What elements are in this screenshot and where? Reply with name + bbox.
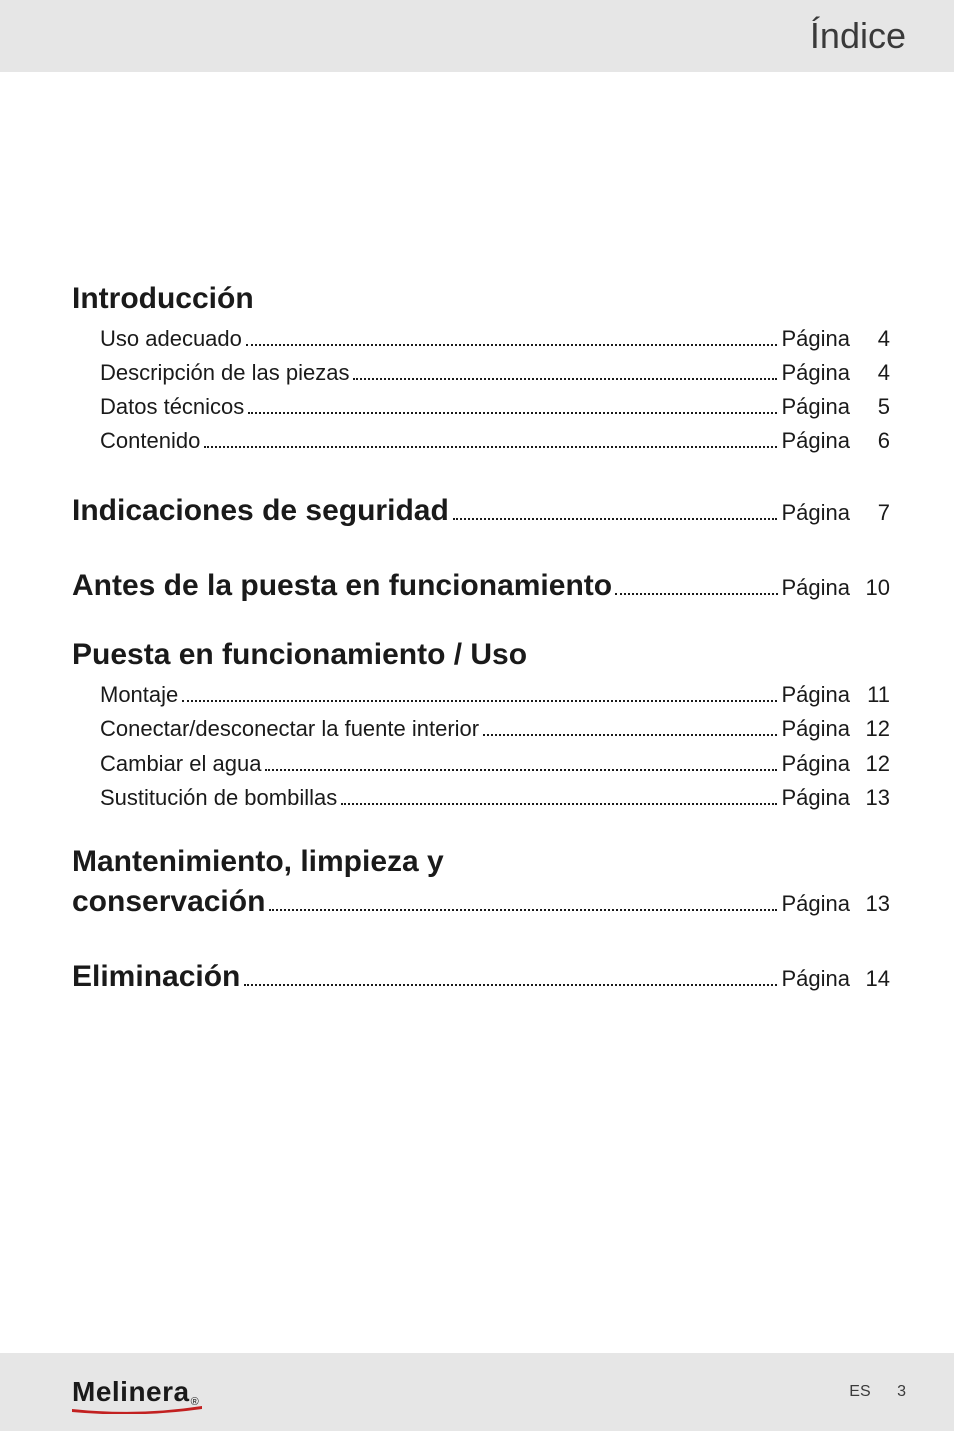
section-heading: Antes de la puesta en funcionamiento — [72, 563, 612, 608]
toc-page-word: Página — [781, 962, 850, 995]
toc-label: Sustitución de bombillas — [100, 781, 337, 815]
toc-label: Montaje — [100, 678, 178, 712]
section-heading: Mantenimiento, limpieza y — [72, 845, 890, 879]
toc-page-word: Página — [781, 712, 850, 746]
toc-label: Datos técnicos — [100, 390, 244, 424]
toc-page-num: 4 — [856, 322, 890, 356]
toc-line: Datos técnicos Página 5 — [72, 390, 890, 424]
toc-dots — [244, 984, 777, 986]
toc-page-num: 5 — [856, 390, 890, 424]
toc-dots — [182, 700, 777, 702]
brand-logo: Melinera® — [72, 1376, 199, 1408]
toc-dots — [353, 378, 777, 380]
toc-label: Cambiar el agua — [100, 747, 261, 781]
section-heading: Introducción — [72, 282, 890, 316]
toc-page-word: Página — [781, 747, 850, 781]
toc-page-word: Página — [781, 390, 850, 424]
toc-page-num: 13 — [856, 887, 890, 920]
footer-page-info: ES 3 — [849, 1383, 906, 1401]
toc-line: Sustitución de bombillas Página 13 — [72, 781, 890, 815]
toc-label: Descripción de las piezas — [100, 356, 349, 390]
toc-line: Eliminación Página 14 — [72, 954, 890, 999]
section-heading: Puesta en funcionamiento / Uso — [72, 638, 890, 672]
toc-line: Conectar/desconectar la fuente interior … — [72, 712, 890, 746]
toc-section: Mantenimiento, limpieza y conservación P… — [72, 845, 890, 924]
footer-lang: ES — [849, 1383, 870, 1400]
footer-page-number: 3 — [897, 1383, 906, 1400]
toc-page-num: 6 — [856, 424, 890, 458]
toc-page-word: Página — [781, 678, 850, 712]
toc-line: Montaje Página 11 — [72, 678, 890, 712]
section-heading-continuation: conservación — [72, 879, 265, 924]
toc-section: Eliminación Página 14 — [72, 954, 890, 999]
toc-line: conservación Página 13 — [72, 879, 890, 924]
toc-page-word: Página — [781, 424, 850, 458]
section-heading: Eliminación — [72, 954, 240, 999]
toc-line: Cambiar el agua Página 12 — [72, 747, 890, 781]
toc-dots — [204, 446, 777, 448]
toc-label: Contenido — [100, 424, 200, 458]
toc-page-num: 12 — [856, 712, 890, 746]
toc-line: Indicaciones de seguridad Página 7 — [72, 488, 890, 533]
toc-dots — [269, 909, 777, 911]
footer-bar: Melinera® ES 3 — [0, 1353, 954, 1431]
toc-page-word: Página — [781, 781, 850, 815]
toc-dots — [615, 593, 778, 595]
toc-dots — [246, 344, 778, 346]
toc-line: Antes de la puesta en funcionamiento Pág… — [72, 563, 890, 608]
brand-swoosh-icon — [72, 1404, 202, 1414]
toc-page-word: Página — [781, 887, 850, 920]
toc-content: Introducción Uso adecuado Página 4 Descr… — [0, 72, 954, 999]
toc-page-word: Página — [781, 356, 850, 390]
toc-section: Introducción Uso adecuado Página 4 Descr… — [72, 282, 890, 458]
toc-line: Contenido Página 6 — [72, 424, 890, 458]
toc-label: Uso adecuado — [100, 322, 242, 356]
toc-dots — [265, 769, 777, 771]
section-heading: Indicaciones de seguridad — [72, 488, 449, 533]
toc-section: Antes de la puesta en funcionamiento Pág… — [72, 563, 890, 608]
toc-page-num: 13 — [856, 781, 890, 815]
toc-line: Descripción de las piezas Página 4 — [72, 356, 890, 390]
header-bar: Índice — [0, 0, 954, 72]
toc-page-word: Página — [781, 322, 850, 356]
toc-section: Indicaciones de seguridad Página 7 — [72, 488, 890, 533]
toc-section: Puesta en funcionamiento / Uso Montaje P… — [72, 638, 890, 814]
toc-dots — [341, 803, 777, 805]
toc-page-num: 7 — [856, 496, 890, 529]
toc-page-num: 12 — [856, 747, 890, 781]
toc-label: Conectar/desconectar la fuente interior — [100, 712, 479, 746]
toc-page-num: 14 — [856, 962, 890, 995]
toc-dots — [248, 412, 777, 414]
toc-page-num: 11 — [856, 678, 890, 712]
toc-dots — [483, 734, 777, 736]
toc-page-word: Página — [781, 496, 850, 529]
header-title: Índice — [810, 15, 906, 57]
toc-dots — [453, 518, 778, 520]
toc-line: Uso adecuado Página 4 — [72, 322, 890, 356]
toc-page-num: 4 — [856, 356, 890, 390]
toc-page-word: Página — [781, 571, 850, 604]
toc-page-num: 10 — [856, 571, 890, 604]
